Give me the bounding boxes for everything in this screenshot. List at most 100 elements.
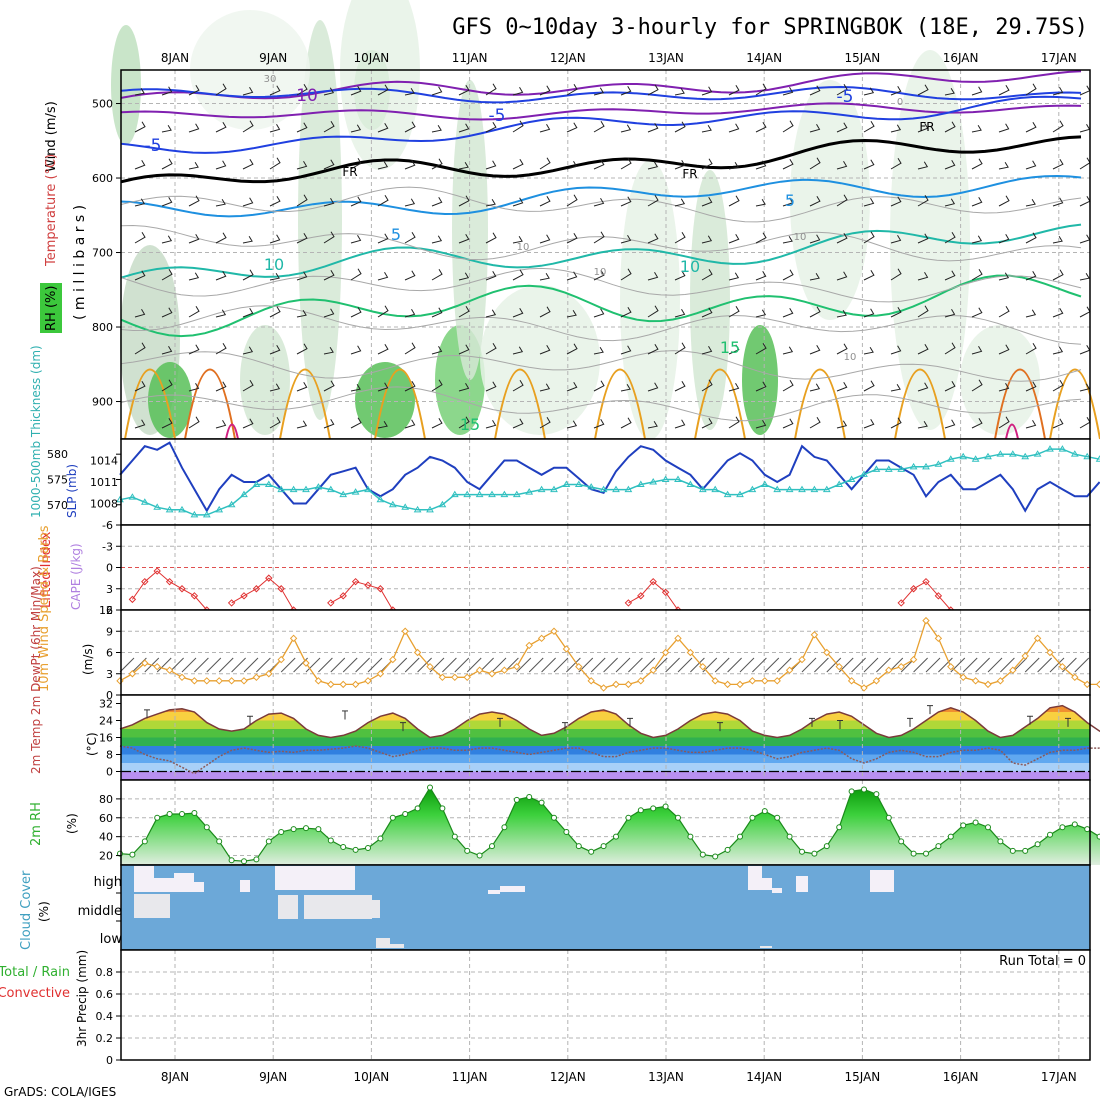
wind-barb (134, 419, 146, 429)
rh-marker (575, 843, 582, 850)
wind-barb (539, 272, 550, 281)
wind-barb (431, 268, 443, 281)
rh-contour (120, 350, 1082, 382)
thickness-marker (562, 480, 571, 488)
thickness-marker (1058, 445, 1067, 452)
wind-barb (863, 87, 875, 96)
hot-contour (225, 423, 239, 440)
contour-label: 5 (391, 225, 401, 244)
wind-barb (296, 122, 308, 133)
li-marker (153, 567, 161, 575)
rh-marker (873, 791, 880, 798)
date-label-bottom: 9JAN (259, 1070, 287, 1084)
wind-barb (890, 268, 902, 281)
li-marker (637, 592, 645, 600)
wind-speed-marker (872, 677, 881, 685)
wind10m-panel: 12 9 6 3 0 10m Wind Speed & Barbs (m/s) (37, 525, 1100, 702)
wind-barb (269, 124, 281, 133)
surface-wind-barb (156, 657, 172, 673)
cloud-unit-label: (%) (37, 901, 51, 922)
wind-barb (917, 343, 929, 355)
rh-marker (662, 803, 669, 810)
wind-barb (593, 269, 605, 281)
slp-tick-label: 1014 (90, 455, 118, 468)
thickness-marker (500, 490, 509, 498)
thickness-marker (897, 465, 906, 472)
wind-barb (809, 383, 821, 392)
wind-ticks: 12 9 6 3 0 (99, 604, 121, 702)
wind-barb (944, 309, 956, 318)
wind-barb (296, 232, 308, 244)
y-tick-label: 0.6 (96, 988, 114, 1001)
rh-marker (972, 819, 979, 826)
wind-barb (134, 231, 146, 244)
contour-minus5 (120, 95, 1082, 154)
wind-speed-marker (612, 680, 620, 689)
thickness-marker (413, 505, 422, 513)
cloud-blocks (116, 866, 894, 948)
wind-barb (566, 232, 578, 244)
date-label-top: 17JAN (1041, 51, 1077, 65)
wind-barb (1025, 420, 1037, 429)
wind-barb (863, 198, 875, 207)
wind-speed-plot (116, 616, 1100, 692)
rh-marker (600, 843, 607, 850)
wind-barb (458, 305, 470, 318)
rh-marker (848, 788, 855, 795)
rh-legend-swatch (40, 283, 62, 333)
wind-speed-marker (1021, 652, 1029, 660)
temp-band (121, 712, 1090, 721)
rh-marker (253, 856, 260, 863)
wind-speed-marker (562, 645, 571, 653)
thickness-marker (922, 462, 930, 470)
wind-barb (377, 84, 389, 96)
wind-barb (863, 159, 875, 170)
li-marker (178, 585, 186, 593)
wind-barb (161, 158, 173, 170)
wind-speed-marker (178, 673, 186, 681)
wind-barb (944, 159, 956, 170)
wind-speed-marker (835, 662, 843, 671)
wind-barb (836, 420, 848, 429)
wind-barb (377, 233, 389, 244)
rh-contour (120, 305, 1082, 345)
cloud-block (796, 876, 808, 892)
y-tick-label: 600 (92, 172, 113, 185)
thickness-marker (723, 490, 732, 498)
surface-wind-barb (516, 657, 532, 673)
wind-barb (296, 271, 308, 281)
wind-barb (674, 198, 686, 207)
wind-speed-marker (661, 648, 670, 657)
thickness-marker (128, 493, 137, 500)
precip-total-label: Total / Rain (0, 965, 70, 980)
chart-title: GFS 0~10day 3-hourly for SPRINGBOK (18E,… (452, 15, 1088, 40)
wind-barb (566, 381, 578, 392)
wind-speed-marker (227, 677, 236, 685)
surface-wind-barb (714, 657, 730, 673)
surface-wind-barb (442, 657, 457, 673)
wind-barb (917, 194, 929, 207)
wind-barb (674, 309, 686, 318)
wind-barb (161, 417, 173, 429)
wind-barb (377, 343, 389, 355)
cloud-block (762, 878, 772, 890)
wind-barb (566, 122, 578, 133)
wind-barb (269, 195, 281, 207)
y-tick-label: 0 (106, 766, 113, 779)
date-label-bottom: 12JAN (550, 1070, 586, 1084)
wind-barb (809, 85, 821, 96)
wind-barb (782, 120, 794, 133)
wind-barb (296, 381, 308, 392)
wind-barb (269, 416, 281, 429)
rh-marker (1047, 831, 1053, 838)
contour-label: 30 (264, 74, 277, 85)
warm-contour (894, 368, 946, 440)
wind-barb (890, 196, 902, 207)
wind-barb (863, 269, 875, 281)
date-label-bottom: 10JAN (354, 1070, 390, 1084)
wind-barb (647, 194, 659, 207)
surface-wind-barb (280, 657, 296, 673)
contour-label: -5 (145, 136, 162, 156)
wind-barb (512, 269, 524, 281)
wind-speed-marker (1071, 673, 1079, 681)
